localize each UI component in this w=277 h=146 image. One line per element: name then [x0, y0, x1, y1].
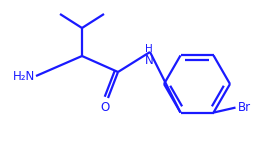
Text: Br: Br	[237, 101, 251, 114]
Text: H₂N: H₂N	[13, 71, 35, 84]
Text: H: H	[145, 44, 153, 54]
Text: O: O	[100, 101, 110, 114]
Text: N: N	[145, 54, 153, 67]
